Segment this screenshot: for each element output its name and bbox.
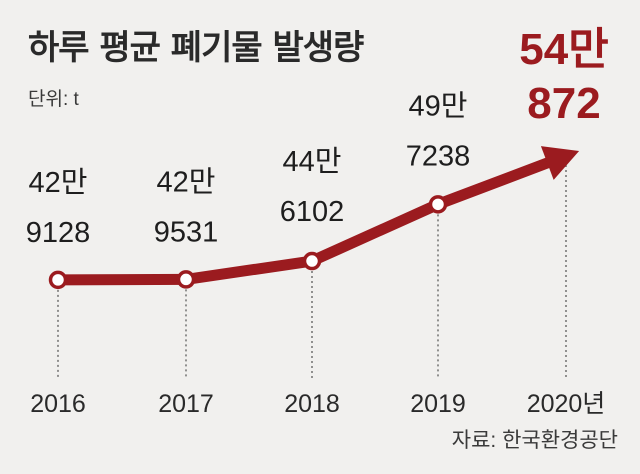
value-label: 42만 [29,167,88,199]
data-point [176,270,196,289]
x-axis-labels: 2016 2017 2018 2019 2020년 [30,390,605,418]
value-label: 7238 [406,140,471,172]
value-label: 44만 [283,146,342,178]
value-label: 49만 [409,90,468,122]
point-markers [48,195,448,290]
x-tick-label: 2020년 [527,390,606,418]
value-label: 9531 [154,216,219,248]
x-tick-label: 2019 [410,390,466,418]
chart-title: 하루 평균 폐기물 발생량 [28,28,364,68]
x-tick-label: 2017 [158,390,214,418]
x-tick-label: 2018 [284,390,340,418]
arrow-head-marker [540,146,580,180]
data-point [48,270,68,290]
value-label: 872 [527,79,600,128]
data-point [428,195,448,214]
value-label: 42만 [157,166,216,198]
data-point [302,251,322,271]
value-label: 54만 [519,25,608,74]
source-note: 자료: 한국환경공단 [451,429,618,452]
guide-lines [57,160,567,378]
value-label: 6102 [280,196,345,228]
x-tick-label: 2016 [30,390,86,418]
value-label: 9128 [26,217,91,249]
value-labels: 42만 9128 42만 9531 44만 6102 49만 7238 54만 872 [26,25,609,249]
unit-label: 단위: t [28,89,79,110]
